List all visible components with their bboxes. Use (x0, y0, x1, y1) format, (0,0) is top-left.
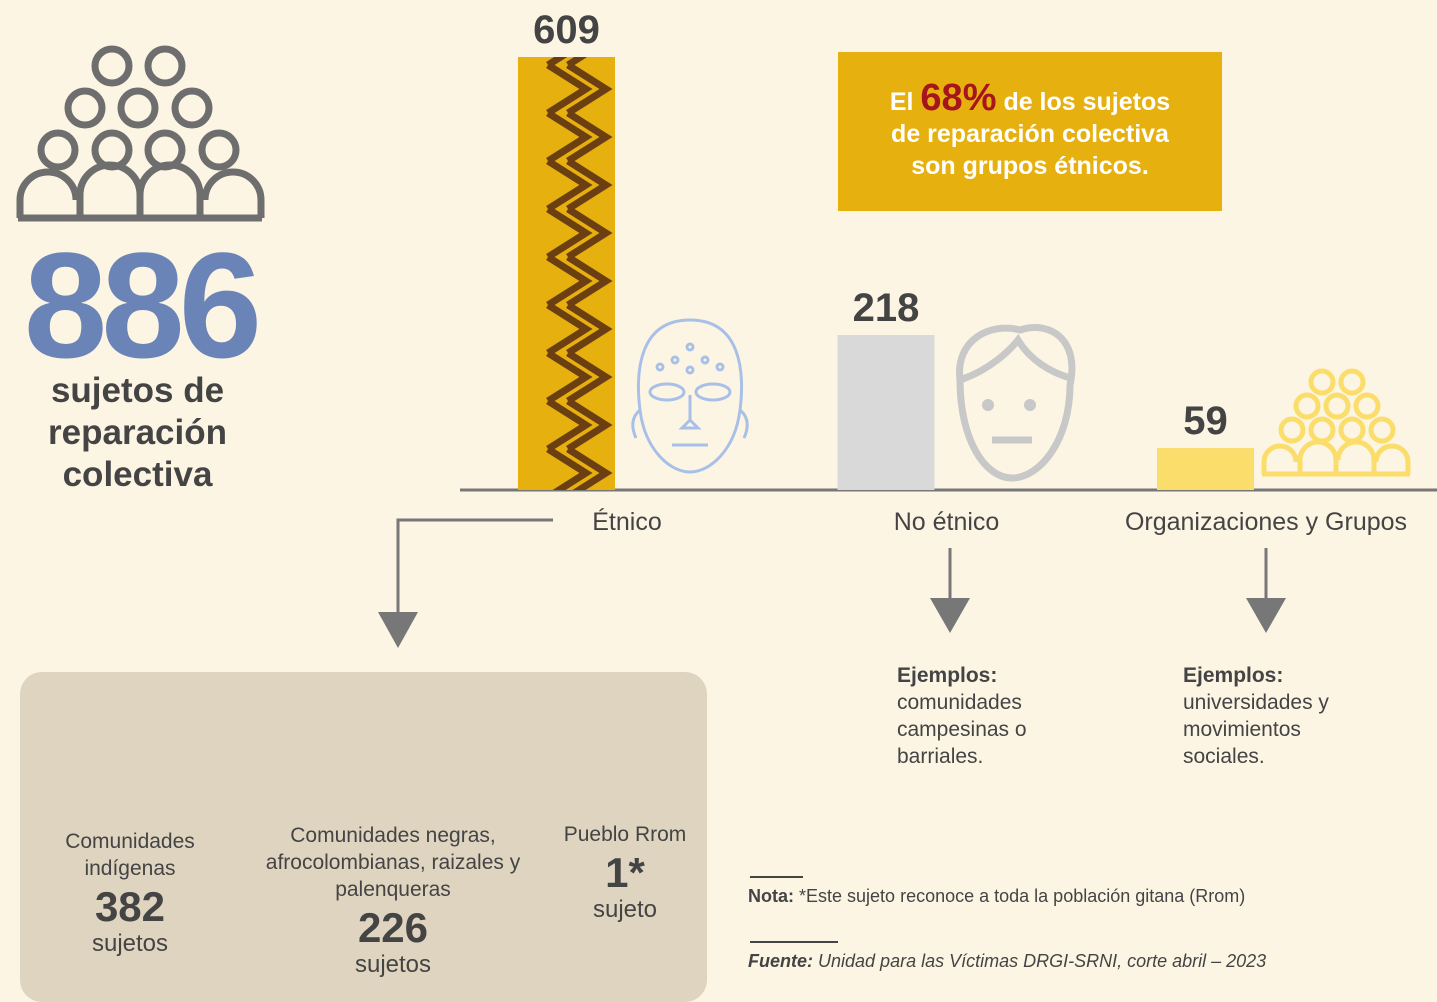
source-text: Unidad para las Víctimas DRGI-SRNI, cort… (818, 951, 1267, 971)
breakdown-value: 226 (357, 904, 429, 951)
breakdown-unit: sujetos (91, 930, 169, 957)
breakdown-item: Comunidades negras, afrocolombianas, rai… (243, 822, 543, 979)
category-label: No étnico (894, 508, 1000, 536)
arrowheads (378, 598, 1286, 648)
callout-highlight: 68% (920, 77, 997, 119)
example: Ejemplos: universidades y movimientos soc… (1183, 662, 1373, 770)
example-label: Ejemplos: (1183, 664, 1284, 687)
bar-pattern (546, 57, 613, 490)
value-label: 609 (533, 8, 600, 52)
breakdown-name: Comunidades indígenas (65, 830, 195, 880)
breakdown-panel (20, 672, 707, 1002)
bar (837, 335, 935, 490)
breakdown-item: Pueblo Rrom 1* sujeto (555, 821, 695, 924)
note-text: *Este sujeto reconoce a toda la població… (799, 886, 1246, 906)
group-icon (1261, 368, 1411, 477)
face-icon (956, 323, 1076, 482)
arrow (396, 518, 1268, 612)
zigzag (566, 57, 613, 490)
footnote-rules (750, 876, 838, 943)
example-text: universidades y movimientos sociales. (1183, 691, 1329, 768)
people-icon (16, 45, 265, 222)
value-label: 218 (853, 286, 920, 330)
category-label: Étnico (592, 507, 661, 536)
mask-icon (631, 318, 749, 474)
callout-text: de los sujetos de reparación colectiva s… (891, 88, 1171, 180)
source: Fuente: Unidad para las Víctimas DRGI-SR… (748, 951, 1266, 972)
breakdown-name: Comunidades negras, afrocolombianas, rai… (265, 824, 521, 901)
total-value: 886 (23, 221, 262, 389)
breakdown-value: 1* (605, 849, 645, 896)
note-label: Nota: (748, 886, 794, 906)
breakdown-item: Comunidades indígenas 382 sujetos (30, 828, 230, 958)
category-label: Organizaciones y Grupos (1125, 508, 1407, 536)
value-label: 59 (1183, 399, 1228, 443)
example: Ejemplos: comunidades campesinas o barria… (897, 662, 1077, 770)
face-eye (982, 399, 994, 411)
example-text: comunidades campesinas o barriales. (897, 691, 1027, 768)
bar (1157, 448, 1254, 490)
callout: El 68% de los sujetos de reparación cole… (838, 52, 1222, 211)
note: Nota: *Este sujeto reconoce a toda la po… (748, 886, 1245, 907)
face-eye (1024, 399, 1036, 411)
total-label: sujetos de reparación colectiva (48, 371, 227, 494)
breakdown-name: Pueblo Rrom (563, 823, 687, 846)
zigzag (546, 57, 593, 490)
callout-intro: El (889, 88, 914, 116)
example-label: Ejemplos: (897, 664, 998, 687)
source-label: Fuente: (748, 951, 813, 971)
breakdown-unit: sujeto (592, 896, 658, 923)
breakdown-value: 382 (94, 883, 166, 930)
breakdown-unit: sujetos (354, 951, 432, 978)
